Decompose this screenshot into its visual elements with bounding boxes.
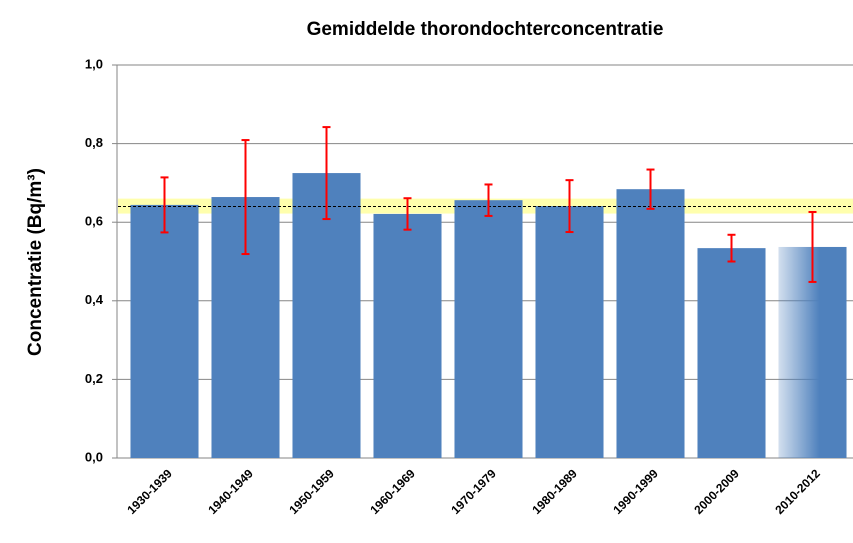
x-tick-label: 1940-1949 [205,466,256,517]
y-tick-label: 0,8 [85,135,103,150]
error-bar [727,233,736,263]
y-axis-label: Concentratie (Bq/m³) [25,168,46,356]
error-bar [808,210,817,283]
x-tick-label: 1990-1999 [610,466,661,517]
x-tick-label: 1950-1959 [286,466,337,517]
error-bar [484,183,493,217]
x-tick-label: 1970-1979 [448,466,499,517]
bar [697,248,766,458]
y-tick-label: 0,0 [85,449,103,464]
bar [454,200,523,458]
x-tick-label: 2000-2009 [691,466,742,517]
error-bar [646,168,655,210]
bar [616,189,685,459]
error-bar [160,176,169,234]
error-bar [241,139,250,256]
error-bar [322,126,331,221]
x-tick-label: 1930-1939 [124,466,175,517]
error-bar [403,197,412,231]
bar [535,206,604,458]
x-tick-label: 2010-2012 [772,466,823,517]
bar [130,204,199,458]
y-tick-label: 0,2 [85,371,103,386]
y-tick-label: 0,6 [85,214,103,229]
y-tick-label: 0,4 [85,292,104,307]
x-tick-label: 1980-1989 [529,466,580,517]
bar [373,213,442,458]
error-bar [565,179,574,234]
x-tick-label: 1960-1969 [367,466,418,517]
y-tick-label: 1,0 [85,56,103,71]
chart-title: Gemiddelde thorondochterconcentratie [307,19,664,40]
bar [292,173,361,458]
